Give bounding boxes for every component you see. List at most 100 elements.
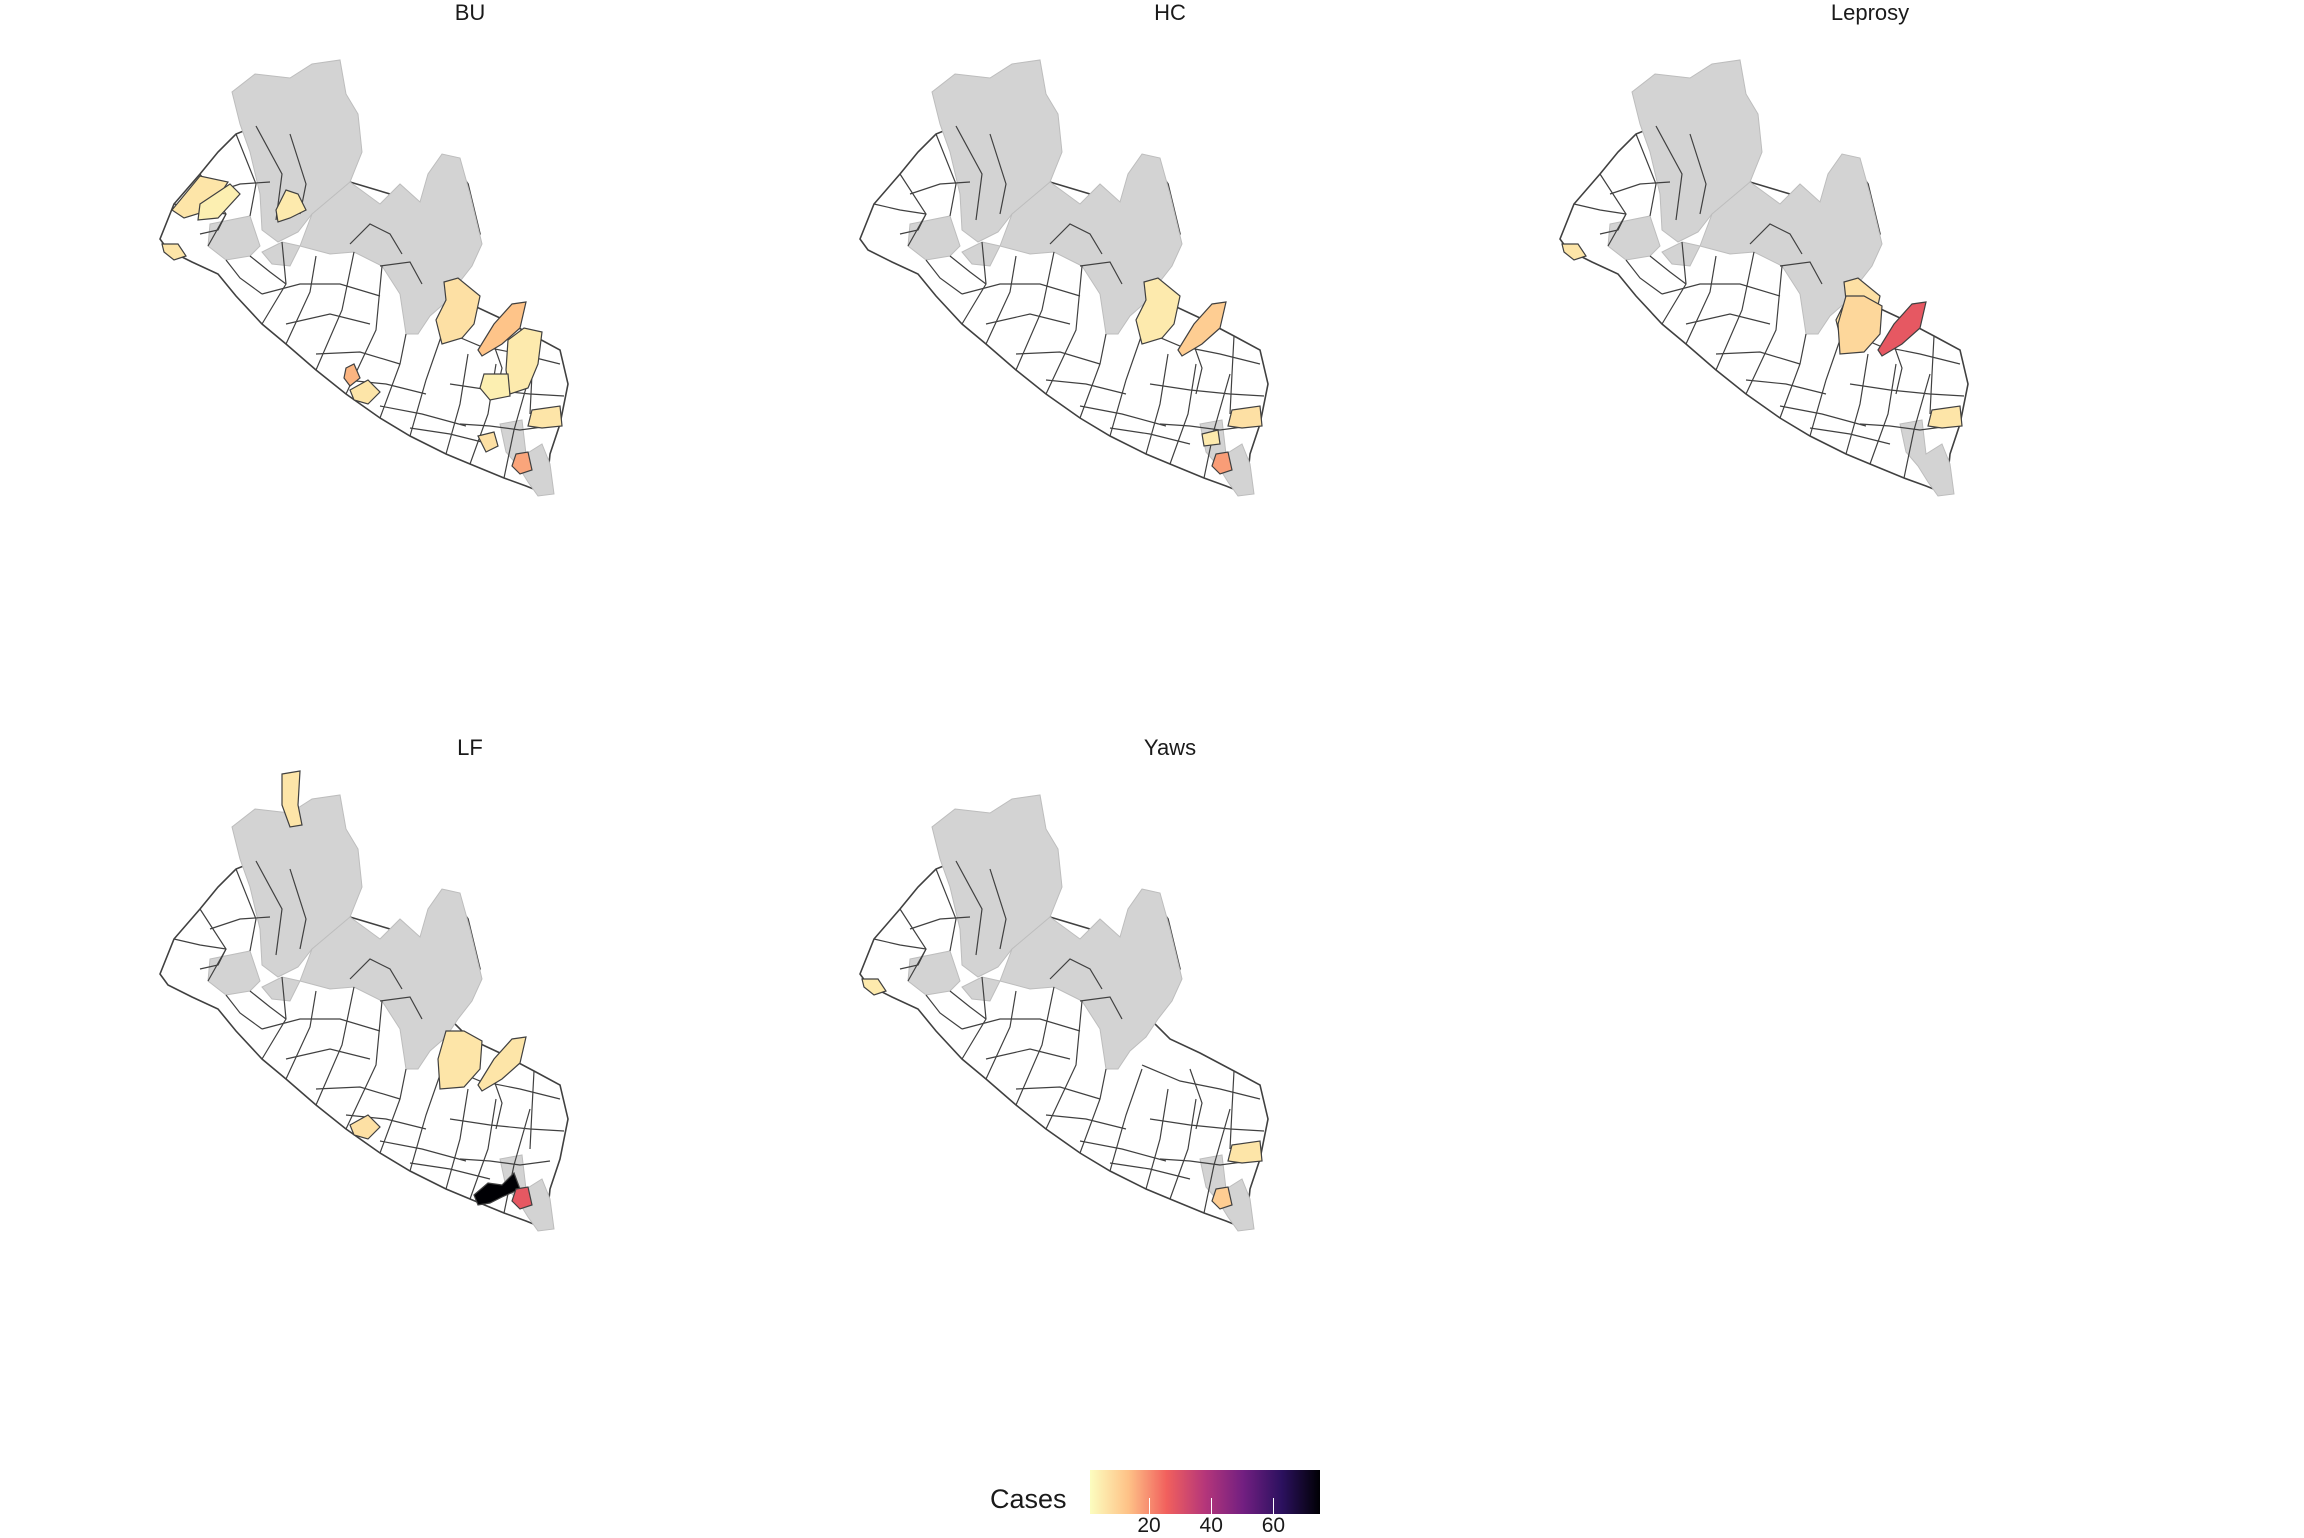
district-border: [985, 1048, 1071, 1060]
district-border: [345, 1000, 383, 1130]
district-border: [1203, 1108, 1231, 1214]
district-border: [1715, 351, 1801, 365]
district-border: [255, 860, 283, 956]
district-border: [961, 1018, 1081, 1032]
district-border: [379, 405, 467, 427]
district-border: [1779, 261, 1823, 285]
district-border: [1159, 1158, 1251, 1166]
district-border: [173, 938, 227, 950]
district-east-b: [1177, 301, 1227, 357]
district-east-e: [437, 1030, 483, 1090]
district-border: [1809, 333, 1843, 437]
district-border: [1849, 383, 1965, 397]
district-border: [235, 868, 257, 952]
district-east-b: [477, 301, 527, 357]
district-border: [1649, 255, 1687, 285]
district-east-e: [1837, 295, 1883, 355]
district-border: [1203, 373, 1231, 479]
district-border: [1079, 1140, 1167, 1162]
district-border: [315, 1086, 401, 1100]
facet-title: Leprosy: [1830, 0, 1910, 25]
district-coast-mid-2: [349, 379, 381, 405]
district-border: [249, 990, 287, 1020]
district-border: [459, 423, 551, 431]
no-data-region: [999, 153, 1183, 335]
district-border: [985, 990, 1017, 1080]
district-border: [285, 255, 317, 345]
district-border: [1685, 313, 1771, 325]
district-border: [379, 996, 423, 1020]
district-southeast-3: [1211, 1186, 1233, 1210]
color-legend: Cases 20 40 60: [990, 1470, 1350, 1537]
district-border: [1079, 405, 1167, 427]
district-border: [1149, 383, 1265, 397]
district-center-north: [275, 189, 307, 223]
district-border: [1141, 1064, 1261, 1100]
legend-tick-label: 20: [1137, 1514, 1161, 1537]
district-border: [1079, 996, 1123, 1020]
district-border: [249, 255, 287, 285]
district-border: [289, 868, 307, 950]
district-border: [285, 1048, 371, 1060]
district-border: [409, 333, 443, 437]
legend-tick-label: 60: [1261, 1514, 1286, 1537]
liberia-map: [1559, 59, 1969, 497]
facet-panel-leprosy: Leprosy: [1550, 0, 2190, 700]
district-east-a: [1135, 277, 1181, 345]
no-data-region: [961, 976, 1001, 1002]
district-border: [1661, 283, 1781, 297]
district-border: [1809, 427, 1891, 445]
legend-title: Cases: [990, 1484, 1067, 1514]
district-west-inland: [281, 770, 303, 828]
liberia-map: [859, 59, 1269, 497]
district-coast-mid-2: [349, 1114, 381, 1140]
district-border: [409, 427, 491, 445]
district-southeast-2: [477, 431, 499, 453]
district-coastal-west-1: [1561, 243, 1587, 261]
district-border: [315, 351, 401, 365]
district-border: [935, 868, 957, 952]
district-border: [409, 1162, 491, 1180]
district-southeast-3: [511, 1186, 533, 1210]
district-border: [985, 313, 1071, 325]
district-border: [1599, 213, 1627, 235]
district-border: [1189, 1068, 1203, 1130]
district-border: [1049, 223, 1103, 255]
district-border: [899, 948, 927, 970]
district-southeast-1: [1227, 405, 1263, 429]
facet-title: HC: [1154, 0, 1186, 25]
legend-tick: [1211, 1498, 1213, 1514]
district-border: [349, 223, 403, 255]
district-border: [1045, 379, 1127, 395]
district-border: [1109, 1068, 1143, 1172]
district-border: [503, 1108, 531, 1214]
facet-title: BU: [454, 0, 486, 25]
district-border: [1609, 181, 1671, 195]
district-border: [315, 251, 355, 371]
district-border: [1625, 259, 1663, 295]
district-southeast-3: [1211, 451, 1233, 475]
district-border: [1159, 423, 1251, 431]
facet-title: LF: [457, 735, 483, 760]
district-border: [985, 255, 1017, 345]
district-border: [261, 1018, 381, 1032]
district-border: [1573, 203, 1627, 215]
legend-tick: [1273, 1498, 1275, 1514]
district-border: [459, 1158, 551, 1166]
district-border: [955, 860, 983, 956]
district-coastal-west-2: [197, 183, 241, 221]
district-east-d: [479, 373, 511, 401]
district-border: [949, 255, 987, 285]
district-border: [1145, 353, 1169, 455]
district-border: [1845, 353, 1869, 455]
district-border: [199, 213, 227, 235]
district-border: [1685, 255, 1717, 345]
district-border: [1869, 363, 1897, 465]
no-data-region: [999, 888, 1183, 1070]
district-border: [935, 133, 957, 217]
district-border: [1109, 1162, 1191, 1180]
district-coast-mid-1: [343, 363, 361, 387]
district-border: [961, 283, 1081, 297]
district-border: [1715, 251, 1755, 371]
district-border: [1859, 423, 1951, 431]
